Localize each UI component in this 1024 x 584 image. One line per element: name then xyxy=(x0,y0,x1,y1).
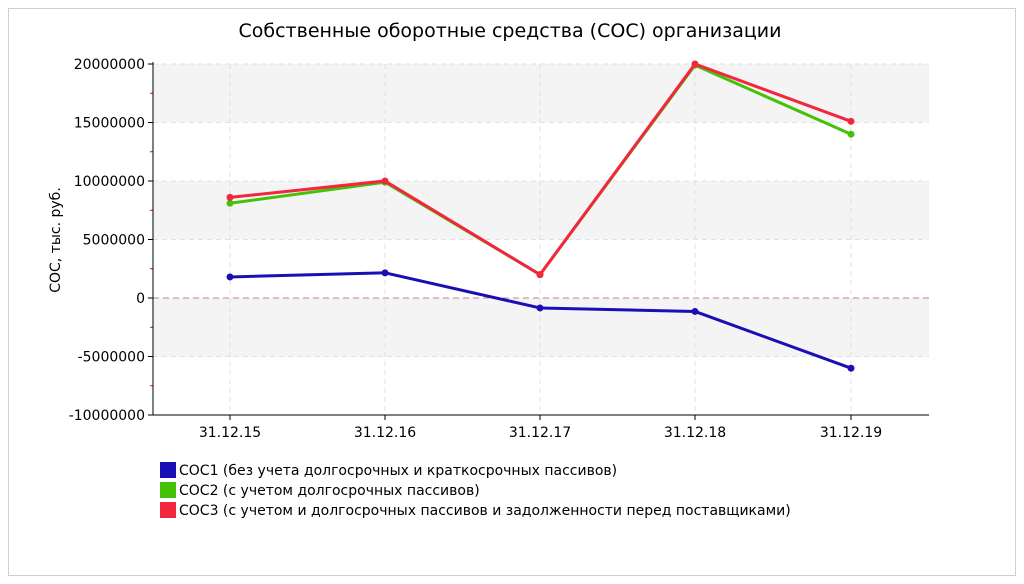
legend: СОС1 (без учета долгосрочных и краткосро… xyxy=(160,462,791,519)
data-point xyxy=(691,307,699,315)
legend-label: СОС1 (без учета долгосрочных и краткосро… xyxy=(179,463,617,479)
plot-bands xyxy=(153,64,929,357)
legend-label: СОС3 (с учетом и долгосрочных пассивов и… xyxy=(179,503,791,519)
data-point xyxy=(381,177,389,185)
data-point xyxy=(691,60,699,68)
legend-label: СОС2 (с учетом долгосрочных пассивов) xyxy=(179,483,480,499)
data-point xyxy=(536,271,544,279)
y-tick-label: -5000000 xyxy=(78,350,145,366)
x-tick-label: 31.12.15 xyxy=(199,425,261,441)
y-axis-label: СОС, тыс. руб. xyxy=(48,187,64,293)
series-lines xyxy=(226,60,855,372)
data-point xyxy=(226,273,234,281)
plot-band xyxy=(153,181,929,240)
legend-swatch xyxy=(160,462,176,478)
data-point xyxy=(381,269,389,277)
axes xyxy=(148,62,929,420)
legend-swatch xyxy=(160,482,176,498)
data-point xyxy=(536,304,544,312)
y-tick-label: -10000000 xyxy=(69,408,145,424)
data-point xyxy=(226,199,234,207)
y-tick-label: 15000000 xyxy=(74,116,145,132)
data-point xyxy=(847,117,855,125)
data-point xyxy=(847,130,855,138)
x-tick-labels: 31.12.15 31.12.16 31.12.17 31.12.18 31.12.19 xyxy=(199,425,882,441)
grid-lines xyxy=(153,63,929,415)
x-tick-label: 31.12.19 xyxy=(820,425,882,441)
x-tick-label: 31.12.18 xyxy=(664,425,726,441)
legend-swatch xyxy=(160,502,176,518)
y-tick-label: 20000000 xyxy=(74,57,145,73)
x-tick-label: 31.12.16 xyxy=(354,425,416,441)
y-tick-label: 5000000 xyxy=(83,233,145,249)
x-tick-label: 31.12.17 xyxy=(509,425,571,441)
y-tick-labels: 20000000 15000000 10000000 5000000 0 -5000000… xyxy=(69,57,145,424)
y-tick-label: 0 xyxy=(136,291,145,307)
data-point xyxy=(226,193,234,201)
plot-band xyxy=(153,64,929,123)
chart-title: Собственные оборотные средства (СОС) орг… xyxy=(239,20,782,42)
y-tick-label: 10000000 xyxy=(74,174,145,190)
data-point xyxy=(847,364,855,372)
